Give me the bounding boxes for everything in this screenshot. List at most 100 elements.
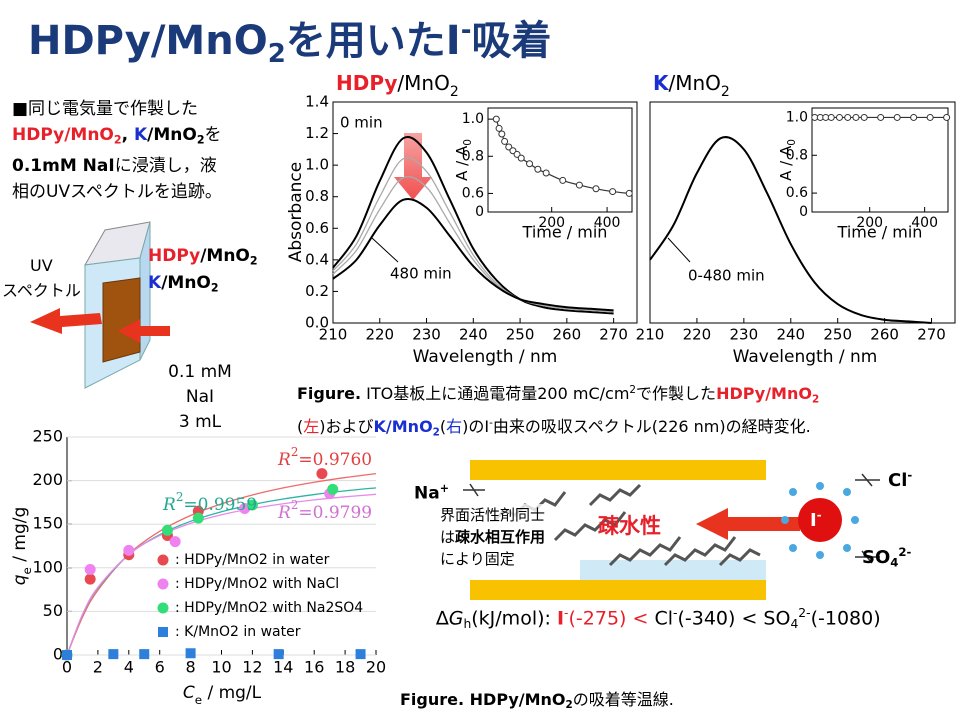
arrow-in — [118, 319, 170, 343]
caption: Figure. HDPy/MnO2の吸着等温線. — [400, 686, 674, 711]
point — [575, 181, 583, 189]
intro-text: HDPy/MnO — [12, 125, 114, 145]
legend-marker — [157, 554, 169, 566]
point — [943, 113, 951, 121]
point — [844, 113, 852, 121]
intro-text: ■同じ電気量で作製した — [12, 99, 199, 119]
point — [62, 650, 72, 660]
film-text: K — [148, 273, 162, 293]
y-tick-label: 0.6 — [786, 185, 808, 201]
slide-title: HDPy/MnO2を用いたI-吸着 — [28, 8, 552, 68]
series-line — [649, 136, 932, 324]
legend-label: : K/MnO2 in water — [175, 624, 301, 640]
point — [926, 113, 934, 121]
point — [542, 169, 550, 177]
caption-text: K/MnO — [373, 417, 433, 437]
x-tick-label: 270 — [599, 326, 628, 344]
note-text: は — [440, 528, 456, 546]
title-part: - — [460, 15, 472, 46]
x-tick-label: 250 — [506, 326, 535, 344]
intro-text: /MnO — [147, 125, 197, 145]
ion-text: 2- — [898, 545, 912, 559]
caption-text: 由来の吸収スペクトル(226 nm)の経時変化. — [492, 417, 811, 437]
fit-line — [66, 472, 377, 656]
x-axis-label: Time / min — [837, 223, 923, 242]
caption-text: )および — [319, 417, 374, 437]
film-text: HDPy — [148, 246, 201, 266]
text-part: R — [277, 503, 291, 523]
film-text: /MnO — [161, 273, 211, 293]
point — [877, 113, 885, 121]
point — [161, 524, 173, 536]
plot-frame — [811, 107, 949, 213]
y-tick-label: 1.0 — [305, 156, 329, 174]
surfactants — [493, 483, 761, 567]
chart-title: HDPy/MnO2 — [336, 71, 459, 101]
legend-marker — [158, 627, 168, 637]
y-tick-label: 100 — [32, 557, 63, 576]
note-text: 疎水相互作用 — [455, 528, 546, 546]
caption-text: ( — [439, 417, 447, 437]
legend-label: : HDPy/MnO2 with Na2SO4 — [175, 600, 363, 616]
caption: Figure. ITO基板上に通過電荷量200 mC/cm2で作製したHDPy/… — [297, 378, 819, 445]
text-part: q — [10, 574, 30, 585]
point — [609, 188, 617, 196]
caption-text: Figure. — [297, 384, 362, 404]
annotation: R2=0.9799 — [277, 498, 372, 523]
caption-text: 2 — [432, 426, 440, 439]
x-tick-label: 260 — [870, 326, 899, 344]
annotation: R2=0.9760 — [277, 445, 372, 470]
y-tick-label: 200 — [32, 470, 63, 489]
film-text: 2 — [249, 254, 258, 268]
plot-frame — [67, 437, 376, 655]
text-part: R — [162, 495, 176, 515]
plot-frame — [487, 107, 633, 213]
dg-text: (kJ/mol): — [471, 607, 557, 630]
plot-frame — [332, 101, 638, 324]
text-part: 2 — [721, 84, 730, 100]
text-part: / mg/L — [202, 683, 262, 703]
caption-text: ITO基板上に通過電荷量200 mC/cm — [361, 384, 630, 404]
caption-text: 左 — [303, 417, 320, 437]
film — [102, 277, 141, 363]
text-part: 2 — [450, 84, 459, 100]
text-part: =0.9799 — [298, 503, 372, 523]
fit-line — [66, 493, 377, 656]
water-molecules — [781, 482, 859, 559]
point — [526, 160, 534, 168]
ion-text: - — [816, 508, 822, 522]
text-part: =0.9959 — [183, 495, 257, 515]
point — [185, 648, 196, 659]
ion-text: SO — [862, 547, 891, 569]
text-part: e — [195, 693, 202, 707]
text-part: =0.9760 — [298, 450, 372, 470]
caption-text: )のI — [462, 417, 490, 437]
series-line — [332, 175, 614, 313]
text-part: 2 — [291, 498, 299, 512]
dg-text: - — [564, 606, 569, 620]
x-tick-label: 20 — [366, 657, 386, 676]
annotation: R2=0.9959 — [162, 490, 257, 515]
y-tick-label: 0.8 — [462, 148, 484, 164]
intro-text: 0.1mM NaI — [12, 156, 115, 177]
x-tick-label: 260 — [553, 326, 582, 344]
series-line — [332, 136, 614, 315]
series-label: 480 min — [390, 265, 452, 283]
solution-text: NaI — [185, 387, 215, 407]
y-axis-label: qe / mg/g — [10, 507, 34, 586]
y-axis-label: A / A0 — [777, 139, 799, 181]
water-band — [580, 560, 766, 580]
note-text: により固定 — [440, 550, 515, 568]
y-tick-label: 0.8 — [305, 187, 329, 205]
ion-label: SO42- — [862, 545, 911, 570]
solution-text: 0.1 mM — [168, 362, 232, 382]
x-tick-label: 220 — [365, 326, 394, 344]
ion-text: + — [439, 482, 449, 495]
text-part: A / A — [453, 145, 471, 181]
dg-text: ∆G — [436, 607, 464, 630]
x-axis-label: Wavelength / nm — [733, 347, 878, 367]
point — [355, 649, 366, 660]
dg-text: (-340) < SO — [677, 607, 791, 630]
x-tick-label: 240 — [776, 326, 805, 344]
